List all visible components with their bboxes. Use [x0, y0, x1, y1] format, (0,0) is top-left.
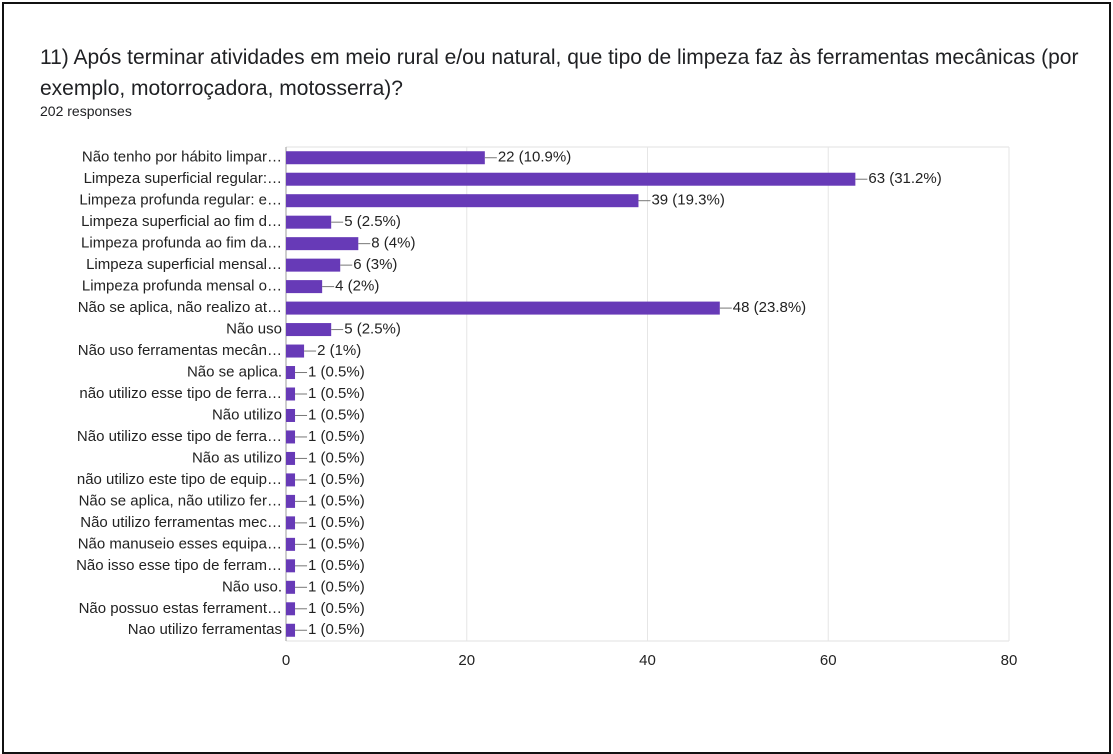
data-label: 1 (0.5%) [308, 578, 365, 595]
y-tick-label: não utilizo este tipo de equip… [77, 471, 282, 488]
y-tick-label: Não as utilizo [192, 449, 282, 466]
data-label: 1 (0.5%) [308, 492, 365, 509]
y-tick-label: Não utilizo ferramentas mec… [80, 514, 282, 531]
bar [286, 516, 296, 530]
bar [286, 172, 856, 186]
data-label: 1 (0.5%) [308, 471, 365, 488]
y-tick-label: Limpeza superficial ao fim d… [81, 213, 282, 230]
x-tick-label: 60 [820, 652, 837, 669]
data-label: 2 (1%) [317, 342, 361, 359]
bar [286, 494, 296, 508]
y-tick-label: Limpeza profunda ao fim da… [81, 235, 282, 252]
bar [286, 366, 296, 380]
y-tick-label: Não uso [226, 321, 282, 338]
bar [286, 580, 296, 594]
y-tick-label: Limpeza profunda mensal o… [82, 278, 282, 295]
y-tick-label: Não uso ferramentas mecân… [78, 342, 282, 359]
bar [286, 473, 296, 487]
y-tick-label: Não utilizo esse tipo de ferra… [77, 428, 282, 445]
bar [286, 344, 305, 358]
data-label: 5 (2.5%) [344, 213, 401, 230]
data-label: 63 (31.2%) [868, 170, 941, 187]
bar [286, 430, 296, 444]
y-tick-label: Não utilizo [212, 406, 282, 423]
bar [286, 280, 323, 294]
bar [286, 408, 296, 422]
data-label: 4 (2%) [335, 278, 379, 295]
x-tick-label: 40 [639, 652, 656, 669]
chart-subtitle: 202 responses [40, 103, 132, 119]
bar [286, 451, 296, 465]
bar [286, 258, 341, 272]
data-label: 6 (3%) [353, 256, 397, 273]
bar [286, 151, 485, 165]
y-tick-label: Não se aplica, não utilizo fer… [79, 492, 282, 509]
y-tick-label: Não manuseio esses equipa… [78, 535, 282, 552]
bar [286, 323, 332, 337]
data-label: 1 (0.5%) [308, 557, 365, 574]
data-label: 1 (0.5%) [308, 621, 365, 638]
data-label: 1 (0.5%) [308, 428, 365, 445]
data-label: 22 (10.9%) [498, 149, 571, 166]
y-tick-label: Limpeza superficial regular:… [84, 170, 282, 187]
data-label: 1 (0.5%) [308, 514, 365, 531]
data-label: 39 (19.3%) [651, 192, 724, 209]
x-tick-label: 80 [1001, 652, 1018, 669]
data-label: 1 (0.5%) [308, 449, 365, 466]
bar [286, 602, 296, 616]
bar [286, 623, 296, 637]
bar [286, 237, 359, 251]
data-label: 5 (2.5%) [344, 321, 401, 338]
data-label: 1 (0.5%) [308, 406, 365, 423]
y-tick-label: Não isso esse tipo de ferram… [76, 557, 282, 574]
y-tick-label: Limpeza superficial mensal… [86, 256, 282, 273]
y-tick-label: não utilizo esse tipo de ferra… [79, 385, 282, 402]
data-label: 48 (23.8%) [733, 299, 806, 316]
bar [286, 215, 332, 229]
bar [286, 559, 296, 573]
data-label: 1 (0.5%) [308, 385, 365, 402]
y-tick-label: Não tenho por hábito limpar… [82, 149, 282, 166]
bar [286, 387, 296, 401]
y-tick-label: Não se aplica. [187, 363, 282, 380]
x-tick-label: 0 [282, 652, 290, 669]
bar [286, 537, 296, 551]
data-label: 1 (0.5%) [308, 535, 365, 552]
y-tick-label: Limpeza profunda regular: e… [79, 192, 282, 209]
y-tick-label: Não possuo estas ferrament… [79, 600, 282, 617]
bar [286, 194, 639, 208]
data-label: 1 (0.5%) [308, 363, 365, 380]
bar [286, 301, 720, 315]
y-tick-label: Não uso. [222, 578, 282, 595]
y-tick-label: Nao utilizo ferramentas [128, 621, 282, 638]
data-label: 1 (0.5%) [308, 600, 365, 617]
chart-title: 11) Após terminar atividades em meio rur… [40, 46, 1079, 100]
data-label: 8 (4%) [371, 235, 415, 252]
x-tick-label: 20 [458, 652, 475, 669]
y-tick-label: Não se aplica, não realizo at… [78, 299, 282, 316]
